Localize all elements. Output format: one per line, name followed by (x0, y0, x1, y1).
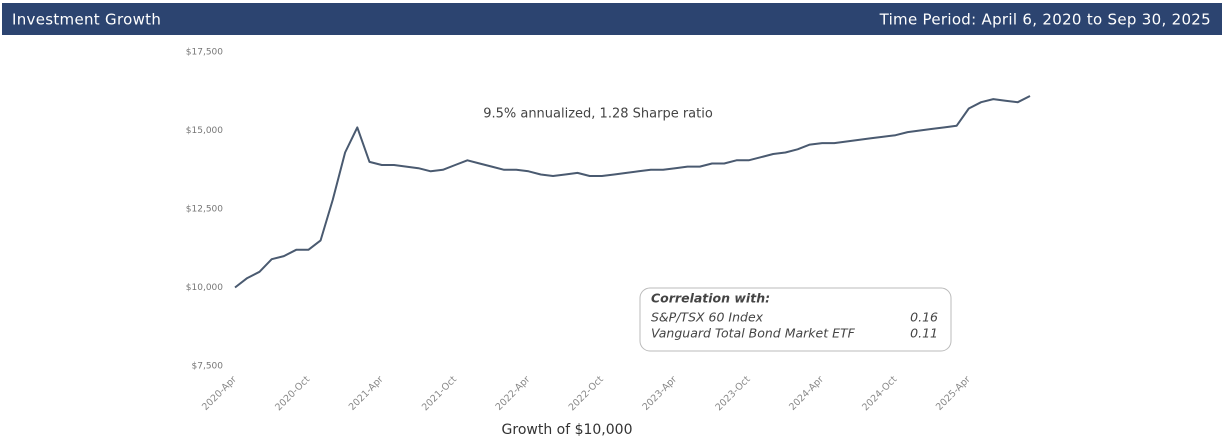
correlation-name: S&P/TSX 60 Index (651, 310, 764, 325)
x-tick-label: 2024-Oct (860, 374, 899, 413)
y-tick-label: $17,500 (186, 48, 223, 58)
x-tick-label: 2023-Apr (640, 374, 679, 413)
annotation: 9.5% annualized, 1.28 Sharpe ratio (483, 107, 713, 122)
y-tick-label: $12,500 (186, 205, 223, 215)
x-tick-label: 2025-Apr (934, 374, 973, 413)
x-axis-label: Growth of $10,000 (502, 422, 633, 437)
x-tick-label: 2022-Apr (494, 374, 533, 413)
x-tick-label: 2020-Oct (273, 374, 312, 413)
x-tick-label: 2021-Apr (347, 374, 386, 413)
correlation-name: Vanguard Total Bond Market ETF (651, 326, 856, 341)
plot: $7,500 $10,000 $12,500 $15,000 $17,500 2020-A… (186, 48, 1031, 413)
x-tick-label: 2024-Apr (787, 374, 826, 413)
correlation-box (639, 287, 952, 352)
y-tick-label: $7,500 (192, 362, 224, 372)
x-tick-label: 2023-Oct (713, 374, 752, 413)
x-tick-label: 2020-Apr (200, 374, 239, 413)
line (234, 95, 1031, 289)
y-tick-label: $10,000 (186, 283, 223, 293)
x-tick-label: 2021-Oct (420, 374, 459, 413)
header-period: Time Period: April 6, 2020 to Sep 30, 20… (879, 11, 1211, 29)
header-bar (2, 3, 1222, 35)
correlation-value: 0.16 (910, 310, 938, 325)
y-tick-label: $15,000 (186, 126, 223, 136)
x-tick-label: 2022-Oct (567, 374, 606, 413)
header-title: Investment Growth (12, 11, 161, 29)
correlation-title: Correlation with: (651, 291, 770, 306)
correlation-value: 0.11 (910, 326, 938, 341)
